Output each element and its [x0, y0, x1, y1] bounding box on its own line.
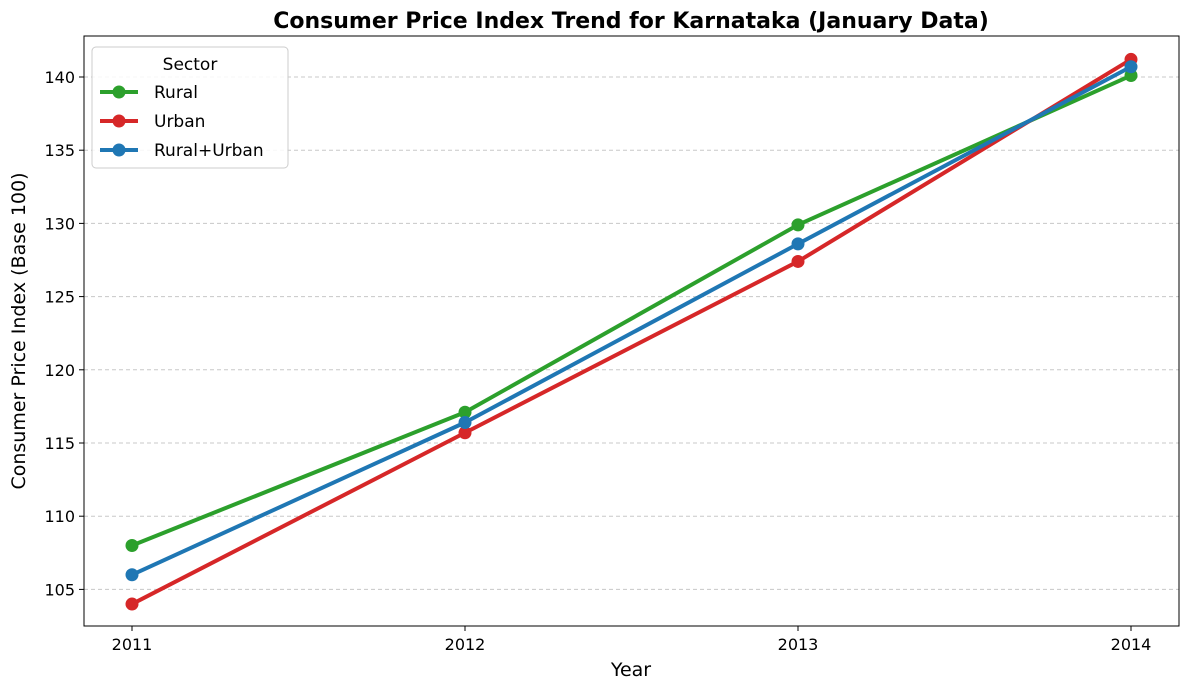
- y-axis-ticks: 105 110 115 120 125 130 135 140: [44, 68, 84, 599]
- series-rural-urban: [125, 60, 1138, 582]
- series-line-urban: [130, 57, 1133, 607]
- data-point-urban: [125, 597, 139, 611]
- legend-label: Rural: [154, 83, 198, 103]
- legend: Sector Rural Urban Rural+Urban: [91, 46, 289, 169]
- legend-label: Rural+Urban: [154, 141, 264, 161]
- legend-item-urban: Urban: [100, 112, 205, 132]
- legend-title: Sector: [163, 55, 218, 75]
- y-tick-label: 110: [44, 507, 75, 526]
- data-point-rural-urban: [1124, 60, 1138, 74]
- y-tick-label: 120: [44, 361, 75, 380]
- x-axis-label: Year: [610, 659, 651, 681]
- x-axis-ticks: 2011 2012 2013 2014: [112, 626, 1152, 654]
- y-tick-label: 105: [44, 580, 75, 599]
- x-tick-label: 2012: [445, 635, 486, 654]
- data-point-rural-urban: [458, 416, 472, 430]
- data-point-rural: [125, 538, 139, 552]
- plot-frame: [83, 35, 1180, 627]
- data-point-urban: [458, 426, 472, 440]
- legend-item-rural-urban: Rural+Urban: [100, 141, 264, 161]
- legend-swatch-marker: [112, 143, 126, 157]
- legend-swatch-marker: [112, 85, 126, 99]
- legend-label: Urban: [154, 112, 205, 132]
- y-tick-label: 130: [44, 214, 75, 233]
- y-tick-label: 115: [44, 434, 75, 453]
- data-point-rural: [791, 218, 805, 232]
- legend-box: [91, 46, 289, 169]
- y-tick-label: 135: [44, 141, 75, 160]
- chart-title: Consumer Price Index Trend for Karnataka…: [273, 9, 989, 34]
- legend-item-rural: Rural: [100, 83, 198, 103]
- data-point-rural: [458, 405, 472, 419]
- legend-swatch-marker: [112, 114, 126, 128]
- data-point-rural-urban: [125, 568, 139, 582]
- y-tick-label: 140: [44, 68, 75, 87]
- series-line-rural: [130, 73, 1133, 548]
- series-layer: [125, 52, 1138, 611]
- x-tick-label: 2014: [1111, 635, 1152, 654]
- series-rural: [125, 69, 1138, 552]
- data-point-rural-urban: [791, 237, 805, 251]
- x-tick-label: 2013: [778, 635, 819, 654]
- x-tick-label: 2011: [112, 635, 153, 654]
- y-tick-label: 125: [44, 288, 75, 307]
- series-line-rural-urban: [130, 64, 1133, 577]
- y-axis-label: Consumer Price Index (Base 100): [8, 172, 30, 489]
- data-point-urban: [791, 254, 805, 268]
